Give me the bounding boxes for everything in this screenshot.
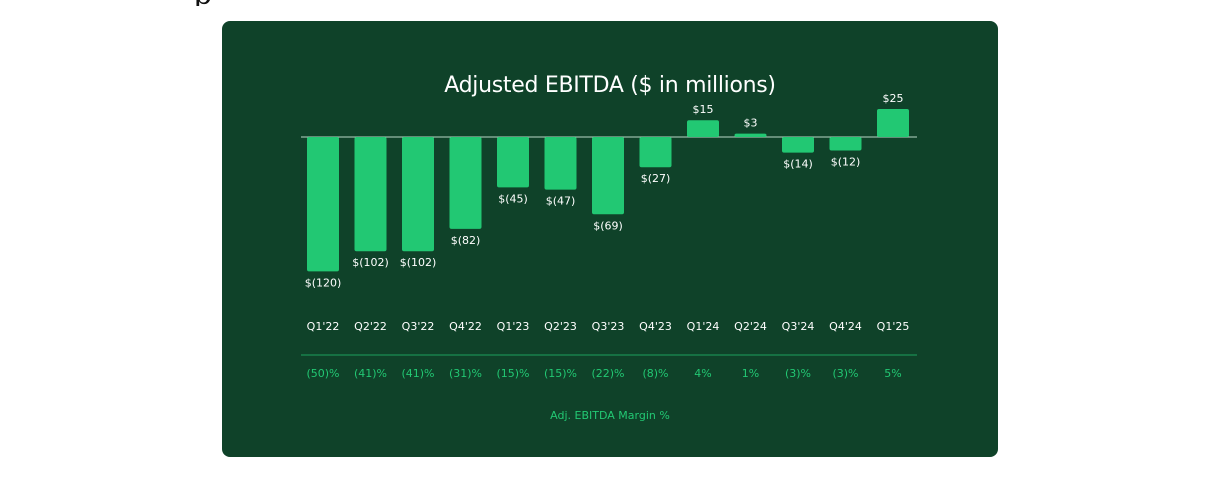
bar-value-label-7: $(27) bbox=[641, 172, 671, 185]
margin-value-10: (3)% bbox=[785, 367, 811, 380]
margin-value-3: (31)% bbox=[449, 367, 482, 380]
category-label-0: Q1'22 bbox=[307, 320, 340, 333]
margin-value-11: (3)% bbox=[832, 367, 858, 380]
margin-value-12: 5% bbox=[884, 367, 901, 380]
bar-2 bbox=[402, 137, 434, 252]
margin-value-0: (50)% bbox=[306, 367, 339, 380]
margin-value-6: (22)% bbox=[591, 367, 624, 380]
category-label-2: Q3'22 bbox=[402, 320, 435, 333]
bar-12 bbox=[877, 109, 909, 137]
margin-value-1: (41)% bbox=[354, 367, 387, 380]
bar-8 bbox=[687, 120, 719, 137]
category-label-9: Q2'24 bbox=[734, 320, 767, 333]
category-label-12: Q1'25 bbox=[877, 320, 910, 333]
ebitda-bar-chart: $(120) Q1'22 (50)% $(102) Q2'22 (41)% $(102) Q3… bbox=[301, 92, 917, 380]
category-label-7: Q4'23 bbox=[639, 320, 672, 333]
margin-caption: Adj. EBITDA Margin % bbox=[550, 409, 670, 422]
bar-value-label-0: $(120) bbox=[305, 276, 342, 289]
bar-6 bbox=[592, 137, 624, 215]
margin-value-7: (8)% bbox=[642, 367, 668, 380]
bar-value-label-6: $(69) bbox=[593, 219, 623, 232]
bar-7 bbox=[639, 137, 672, 168]
bar-value-label-9: $3 bbox=[744, 117, 758, 130]
chart-card: Adjusted EBITDA ($ in millions) $(120) Q1… bbox=[222, 21, 998, 457]
bar-3 bbox=[449, 137, 482, 229]
margin-value-4: (15)% bbox=[496, 367, 529, 380]
bar-value-label-8: $15 bbox=[693, 103, 714, 116]
category-label-5: Q2'23 bbox=[544, 320, 577, 333]
bar-value-label-2: $(102) bbox=[400, 256, 437, 269]
bar-1 bbox=[354, 137, 387, 252]
category-label-6: Q3'23 bbox=[592, 320, 625, 333]
bar-value-label-12: $25 bbox=[883, 92, 904, 105]
category-label-10: Q3'24 bbox=[782, 320, 815, 333]
bar-value-label-5: $(47) bbox=[546, 195, 576, 208]
bar-0 bbox=[307, 137, 339, 272]
bar-value-label-3: $(82) bbox=[451, 234, 481, 247]
bar-5 bbox=[544, 137, 577, 190]
margin-value-5: (15)% bbox=[544, 367, 577, 380]
category-label-8: Q1'24 bbox=[687, 320, 720, 333]
bar-11 bbox=[829, 137, 862, 151]
bar-value-label-1: $(102) bbox=[352, 256, 389, 269]
bar-10 bbox=[782, 137, 814, 153]
bar-value-label-10: $(14) bbox=[783, 158, 813, 171]
category-label-11: Q4'24 bbox=[829, 320, 862, 333]
bar-value-label-11: $(12) bbox=[831, 155, 861, 168]
margin-value-2: (41)% bbox=[401, 367, 434, 380]
category-label-4: Q1'23 bbox=[497, 320, 530, 333]
category-label-1: Q2'22 bbox=[354, 320, 387, 333]
cropped-header-glyph: p bbox=[193, 0, 215, 6]
category-label-3: Q4'22 bbox=[449, 320, 482, 333]
bar-9 bbox=[734, 133, 767, 137]
margin-value-9: 1% bbox=[742, 367, 759, 380]
margin-value-8: 4% bbox=[694, 367, 711, 380]
bar-value-label-4: $(45) bbox=[498, 192, 528, 205]
bar-4 bbox=[497, 137, 529, 188]
chart-title: Adjusted EBITDA ($ in millions) bbox=[444, 73, 776, 98]
